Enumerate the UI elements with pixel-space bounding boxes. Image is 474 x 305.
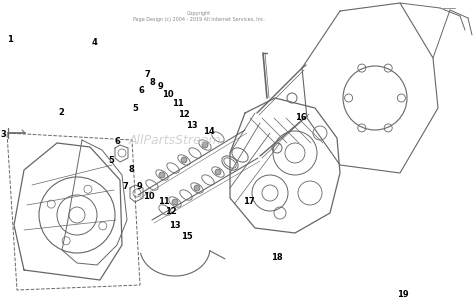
Text: 10: 10 xyxy=(163,90,174,99)
Text: 7: 7 xyxy=(123,181,128,191)
Text: 3: 3 xyxy=(0,130,6,139)
Text: 17: 17 xyxy=(243,197,255,206)
Text: 5: 5 xyxy=(132,104,138,113)
Circle shape xyxy=(172,199,178,205)
Circle shape xyxy=(215,169,221,175)
Circle shape xyxy=(194,185,200,191)
Text: 11: 11 xyxy=(158,197,169,206)
Text: AllPartsStream: AllPartsStream xyxy=(129,134,222,147)
Text: Copyright
Page Design (c) 2004 - 2019 All Internet Services, Inc.: Copyright Page Design (c) 2004 - 2019 Al… xyxy=(133,11,265,22)
Circle shape xyxy=(159,172,165,178)
Text: 6: 6 xyxy=(114,137,120,146)
Text: 7: 7 xyxy=(144,70,150,79)
Circle shape xyxy=(202,142,208,148)
Text: 13: 13 xyxy=(169,221,180,230)
Text: 19: 19 xyxy=(397,290,409,299)
Text: 15: 15 xyxy=(182,232,193,241)
Text: 16: 16 xyxy=(295,113,307,122)
Circle shape xyxy=(181,157,187,163)
Text: 4: 4 xyxy=(92,38,98,47)
Text: 1: 1 xyxy=(8,35,13,44)
Text: 14: 14 xyxy=(203,127,214,136)
Text: 8: 8 xyxy=(150,78,155,87)
Text: 6: 6 xyxy=(138,86,144,95)
Text: 11: 11 xyxy=(172,99,183,108)
Text: 2: 2 xyxy=(59,108,64,117)
Text: 5: 5 xyxy=(109,156,114,165)
Text: 10: 10 xyxy=(144,192,155,201)
Text: 18: 18 xyxy=(272,253,283,262)
Text: 9: 9 xyxy=(137,181,143,191)
Text: 13: 13 xyxy=(186,120,198,130)
Text: 12: 12 xyxy=(165,207,176,217)
Text: 12: 12 xyxy=(178,110,190,119)
Text: 8: 8 xyxy=(129,165,135,174)
Text: 9: 9 xyxy=(157,82,163,92)
